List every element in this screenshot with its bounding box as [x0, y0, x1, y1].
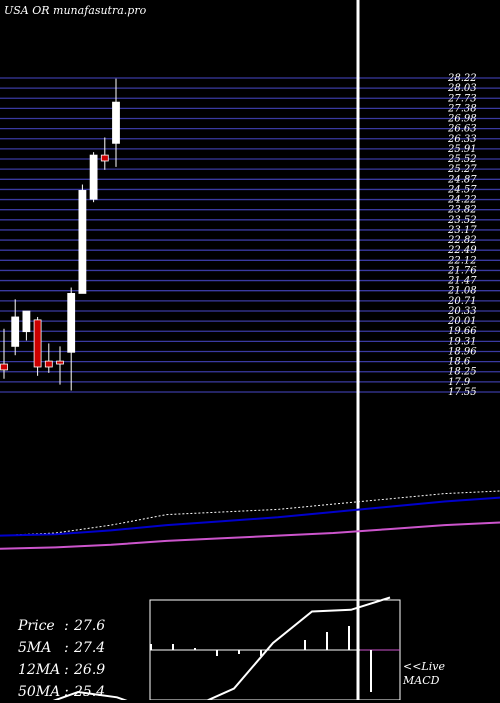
candle	[33, 316, 42, 376]
info-panel: Price : 27.6 5MA : 27.4 12MA : 26.9 50MA…	[18, 615, 105, 703]
price-level-label: 23.52	[447, 215, 477, 226]
ma-line-1	[0, 496, 500, 537]
price-level-label: 18.25	[448, 367, 477, 378]
price-level-label: 19.31	[448, 336, 477, 347]
candle	[67, 287, 76, 391]
price-level-label: 28.22	[447, 73, 477, 84]
price-level-label: 18.96	[448, 346, 477, 357]
macd-histogram-bar	[216, 650, 218, 656]
info-row-50ma: 50MA : 25.4	[18, 681, 105, 703]
info-value: 27.6	[74, 618, 106, 634]
price-level-label: 17.9	[448, 377, 471, 388]
candle-body-up	[78, 190, 87, 294]
price-level-label: 23.82	[447, 205, 477, 216]
candle	[11, 299, 20, 356]
candle-body-down	[56, 360, 64, 365]
site-title: USA OR munafasutra.pro	[4, 4, 147, 17]
price-level-label: 26.98	[447, 114, 477, 125]
candle	[44, 343, 53, 373]
macd-histogram-bar	[150, 644, 152, 650]
price-level-label: 26.63	[447, 124, 477, 135]
macd-label: MACD	[403, 674, 440, 687]
info-value: 26.9	[74, 662, 106, 678]
info-row-12ma: 12MA : 26.9	[18, 659, 105, 681]
candle	[78, 184, 87, 294]
price-level-label: 22.12	[447, 255, 477, 266]
candle	[22, 310, 31, 341]
candle-body-up	[11, 316, 20, 347]
macd-histogram-bar	[326, 632, 328, 650]
price-level-label: 25.52	[447, 154, 477, 165]
macd-histogram-bar	[370, 650, 372, 692]
price-level-label: 28.03	[447, 83, 477, 94]
candlesticks	[0, 78, 120, 391]
info-value: 25.4	[74, 684, 106, 700]
info-label: 5MA	[18, 640, 52, 656]
price-level-label: 22.82	[447, 235, 477, 246]
ma-line-2	[0, 521, 500, 550]
macd-histogram-bar	[260, 650, 262, 656]
candle-body-down	[44, 360, 53, 368]
price-level-label: 20.71	[447, 296, 477, 307]
price-level-label: 24.22	[447, 195, 477, 206]
moving-average-lines	[0, 490, 500, 550]
live-label: <<Live	[403, 660, 445, 673]
price-level-label: 18.6	[448, 357, 471, 368]
candle-body-down	[0, 363, 8, 371]
candle	[0, 328, 8, 379]
price-level-label: 27.38	[447, 103, 477, 114]
candle-body-up	[67, 293, 76, 353]
candle	[112, 78, 120, 167]
price-level-label: 17.55	[448, 387, 477, 398]
macd-histogram-bar	[304, 640, 306, 650]
price-level-label: 23.17	[447, 225, 477, 236]
candle-body-down	[100, 154, 109, 162]
macd-histogram-bar	[238, 650, 240, 654]
candle-body-up	[112, 101, 120, 144]
info-value: 27.4	[74, 640, 106, 656]
candle	[100, 137, 109, 170]
price-axis-labels: 28.2228.0327.7327.3826.9826.6326.3325.91…	[447, 73, 477, 398]
price-level-label: 20.01	[447, 316, 477, 327]
info-row-5ma: 5MA : 27.4	[18, 637, 105, 659]
price-level-label: 19.66	[448, 326, 477, 337]
info-row-price: Price : 27.6	[18, 615, 105, 637]
macd-line	[52, 596, 391, 700]
price-level-label: 21.47	[447, 276, 477, 287]
price-level-label: 21.08	[447, 286, 477, 297]
price-level-label: 24.57	[447, 184, 477, 195]
ma-line-0	[0, 490, 500, 537]
price-level-label: 24.87	[447, 174, 477, 185]
macd-histogram-bar	[172, 644, 174, 650]
candle	[89, 152, 98, 203]
info-label: 12MA	[18, 662, 61, 678]
price-level-label: 27.73	[447, 93, 477, 104]
price-grid	[0, 77, 500, 393]
price-level-label: 25.91	[447, 144, 477, 155]
macd-histogram-bar	[194, 648, 196, 650]
price-level-label: 22.49	[447, 245, 477, 256]
candle	[56, 346, 64, 385]
price-level-label: 26.33	[447, 134, 477, 145]
info-label: Price	[18, 618, 55, 634]
macd-panel	[52, 596, 401, 700]
info-label: 50MA	[18, 684, 61, 700]
price-level-label: 20.33	[447, 306, 477, 317]
macd-histogram-bar	[348, 626, 350, 650]
price-level-label: 25.27	[447, 164, 477, 175]
candle-body-up	[89, 154, 98, 200]
live-macd-label: <<Live MACD	[403, 660, 445, 688]
candle-body-up	[22, 310, 31, 333]
candle-body-down	[33, 319, 42, 368]
price-level-label: 21.76	[447, 265, 477, 276]
